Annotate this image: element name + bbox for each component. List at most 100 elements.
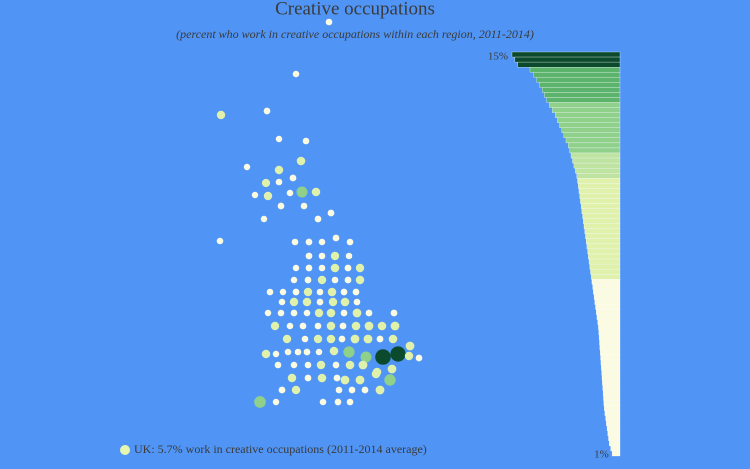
region-dot [292, 264, 300, 272]
region-dot [371, 369, 381, 379]
region-dot [352, 288, 360, 296]
bar [600, 349, 621, 356]
region-dot [266, 288, 274, 296]
region-dot [415, 354, 423, 362]
region-dot [319, 398, 327, 406]
region-dot [289, 174, 297, 182]
region-dot [260, 215, 268, 223]
region-dot [360, 351, 372, 363]
bar [549, 102, 621, 108]
bar [608, 435, 621, 441]
region-dot [318, 252, 326, 260]
region-dot [352, 308, 362, 318]
bar [586, 238, 621, 245]
region-dot [346, 238, 354, 246]
region-dot [314, 308, 324, 318]
region-dot [303, 287, 313, 297]
bar [610, 445, 621, 452]
region-dot [278, 386, 286, 394]
bar [607, 430, 621, 436]
bar [536, 77, 621, 83]
bar [569, 147, 621, 154]
region-dot [355, 263, 365, 273]
region-dot [313, 334, 323, 344]
x-tick-label: 15% [488, 51, 508, 63]
region-dot [301, 335, 309, 343]
bar [609, 440, 621, 447]
region-dot [332, 234, 340, 242]
bar [596, 314, 621, 320]
bar [601, 375, 621, 381]
region-dot [326, 308, 336, 318]
region-dot [339, 322, 347, 330]
region-dot [292, 288, 300, 296]
region-dot [361, 386, 369, 394]
bar [529, 67, 621, 73]
region-dot [305, 252, 313, 260]
region-dot [296, 186, 308, 198]
region-dot [405, 341, 415, 351]
region-dot [390, 346, 406, 362]
region-dot [315, 348, 323, 356]
region-dot [316, 360, 326, 370]
bar [542, 87, 621, 93]
legend-text: UK: 5.7% work in creative occupations (2… [134, 442, 427, 456]
legend-swatch [120, 445, 130, 455]
region-dot [299, 322, 307, 330]
region-dot [216, 110, 226, 120]
region-dot [326, 334, 336, 344]
region-dot [404, 351, 414, 361]
region-dot [377, 321, 387, 331]
bar [511, 51, 621, 58]
region-dot [346, 398, 354, 406]
region-dot [292, 70, 300, 78]
region-dot [375, 349, 391, 365]
region-dot [216, 237, 224, 245]
region-dot [304, 374, 312, 382]
region-dot [282, 334, 292, 344]
bar [517, 61, 621, 68]
bar [600, 359, 621, 366]
bar [601, 364, 621, 371]
region-dot [303, 309, 311, 317]
region-dot [243, 163, 251, 171]
region-dot [355, 375, 365, 385]
region-dot [261, 349, 271, 359]
bar [580, 198, 621, 204]
region-dot [340, 297, 350, 307]
chart-title: Creative occupations [275, 0, 435, 19]
bar [596, 309, 621, 315]
region-dot [294, 348, 302, 356]
region-dot [340, 288, 348, 296]
region-dot [330, 263, 340, 273]
bar [599, 344, 621, 351]
bar [514, 56, 621, 63]
region-dot [254, 396, 266, 408]
region-dot [343, 346, 355, 358]
region-dot [340, 375, 350, 385]
region-dot [302, 137, 310, 145]
region-dot [274, 361, 282, 369]
region-dot [390, 309, 398, 317]
region-dot [272, 398, 280, 406]
region-dot [335, 386, 343, 394]
region-dot [304, 276, 312, 284]
bar [602, 385, 621, 391]
bar [604, 410, 621, 416]
bar [563, 132, 621, 139]
bar [555, 112, 621, 118]
bar [597, 319, 621, 325]
region-dot [333, 374, 341, 382]
bar [594, 299, 621, 305]
x-tick-label: 1% [594, 449, 609, 461]
bar [580, 203, 621, 209]
bar [600, 354, 621, 361]
region-dot [277, 309, 285, 317]
region-dot [279, 288, 287, 296]
region-dot [304, 361, 312, 369]
region-dot [290, 309, 298, 317]
region-dot [328, 297, 338, 307]
region-dot [316, 298, 324, 306]
region-dot [340, 309, 348, 317]
